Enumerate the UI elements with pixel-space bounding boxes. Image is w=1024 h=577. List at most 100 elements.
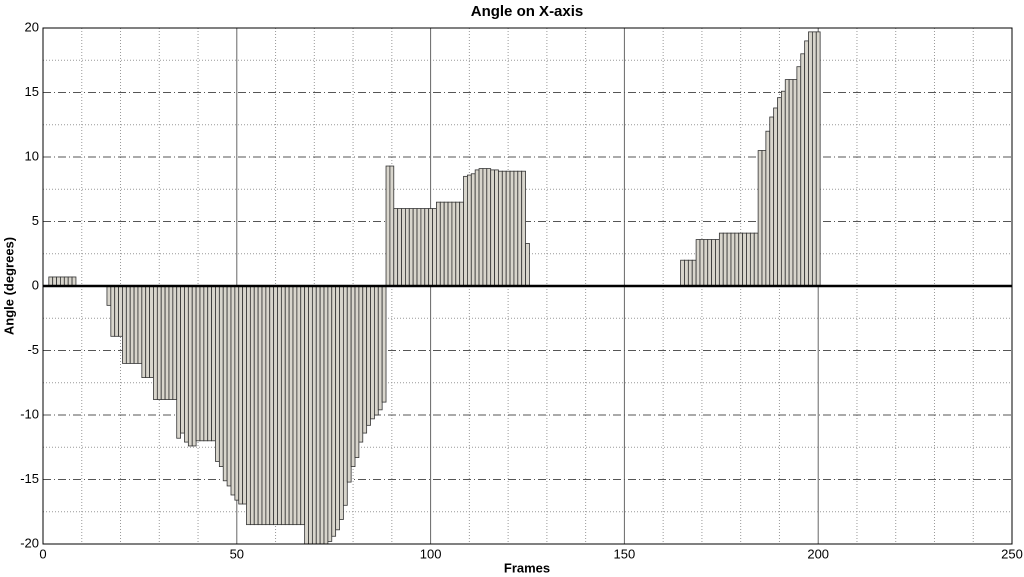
bar [335, 285, 340, 531]
y-tick-label: 10 [25, 148, 39, 163]
bar [226, 285, 232, 487]
bar [114, 285, 119, 337]
bar [288, 285, 294, 526]
bar [67, 276, 73, 287]
x-tick-label: 50 [230, 546, 244, 561]
bar [443, 201, 449, 287]
x-tick-label: 200 [807, 546, 829, 561]
bar [277, 285, 282, 526]
bar [234, 285, 240, 501]
bar [118, 285, 123, 337]
bar [401, 208, 406, 287]
bar [265, 285, 271, 526]
bar [296, 285, 302, 526]
bar [184, 285, 189, 443]
bar [346, 285, 352, 483]
bar [300, 285, 306, 526]
bar [486, 168, 492, 287]
bar [381, 285, 387, 403]
bar [703, 239, 709, 287]
bar [792, 79, 798, 287]
bar [304, 285, 309, 545]
bar [463, 175, 468, 287]
bar [521, 170, 526, 287]
bar [253, 285, 259, 526]
bar [110, 285, 116, 337]
y-axis-label: Angle (degrees) [1, 237, 16, 335]
bar [470, 173, 476, 287]
x-axis-label: Frames [504, 560, 550, 575]
bar [412, 208, 418, 287]
bar [362, 285, 368, 434]
bar [773, 107, 778, 287]
chart-title: Angle on X-axis [471, 3, 584, 20]
bar [707, 239, 713, 287]
bar [684, 259, 689, 287]
bar [129, 285, 135, 364]
bar [691, 259, 697, 287]
bar [327, 285, 333, 542]
bar [420, 208, 426, 287]
y-tick-label: -10 [20, 406, 39, 421]
bar [125, 285, 131, 364]
bar [215, 285, 220, 462]
bar [718, 232, 724, 287]
bar [393, 208, 399, 287]
bar [808, 31, 813, 287]
y-tick-label: -15 [20, 471, 39, 486]
bar [734, 232, 740, 287]
bar [432, 208, 437, 287]
y-tick-label: 5 [32, 213, 39, 228]
bar [459, 201, 464, 287]
bar [765, 130, 771, 287]
bar [769, 116, 775, 287]
bar [218, 285, 224, 468]
bar [505, 170, 511, 287]
y-tick-label: -20 [20, 535, 39, 550]
bar [350, 285, 356, 468]
bar [715, 239, 720, 287]
bar [711, 239, 716, 287]
x-tick-label: 150 [614, 546, 636, 561]
bar [761, 150, 767, 287]
bar [191, 285, 197, 447]
bar [377, 285, 383, 411]
bar [757, 150, 763, 287]
bar [222, 285, 228, 482]
bar [249, 285, 255, 526]
bar [746, 232, 751, 287]
bar [207, 285, 213, 442]
bar [517, 170, 523, 287]
bar [424, 208, 430, 287]
bar [230, 285, 236, 496]
bar [478, 168, 484, 287]
bar [331, 285, 337, 537]
bar [467, 174, 472, 287]
bar [211, 285, 216, 442]
bar [56, 276, 61, 287]
bar [203, 285, 209, 442]
bar [342, 285, 348, 506]
bar [501, 170, 507, 287]
x-tick-label: 250 [1001, 546, 1023, 561]
bar [439, 201, 445, 287]
bar [370, 285, 375, 420]
bar [261, 285, 267, 526]
bar [416, 208, 422, 287]
bar [195, 285, 201, 442]
bar [60, 276, 65, 287]
bar [48, 276, 54, 287]
bar [366, 285, 371, 426]
y-tick-label: 0 [32, 277, 39, 292]
bar [149, 285, 154, 378]
bar [780, 90, 786, 287]
bar [699, 239, 705, 287]
bar [525, 243, 530, 287]
bar [796, 66, 802, 287]
bar [408, 208, 414, 287]
bar [133, 285, 139, 364]
bar [455, 201, 461, 287]
bar [141, 285, 147, 378]
bar [358, 285, 364, 443]
